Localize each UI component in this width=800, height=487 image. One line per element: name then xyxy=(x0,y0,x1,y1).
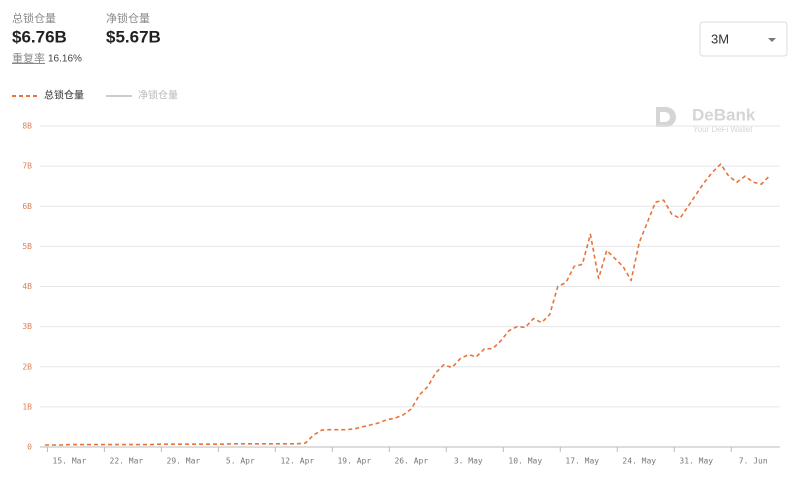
x-tick-label: 26. Apr xyxy=(394,457,428,466)
y-tick-label: 4B xyxy=(22,282,32,291)
x-tick-label: 31. May xyxy=(679,457,713,466)
watermark-logo xyxy=(656,107,676,127)
x-tick-label: 3. May xyxy=(454,457,483,466)
dropdown-box[interactable] xyxy=(699,21,788,57)
x-tick-label: 7. Jun xyxy=(739,457,768,466)
y-tick-label: 3B xyxy=(22,322,32,331)
dropdown-value[interactable]: 3M xyxy=(711,31,729,46)
stat-value: $6.76B xyxy=(12,27,67,46)
stat-value: $5.67B xyxy=(106,27,161,46)
series-line xyxy=(45,163,771,446)
ratio-value: 16.16% xyxy=(48,54,82,65)
x-tick-label: 24. May xyxy=(622,457,656,466)
legend-label[interactable]: 净锁仓量 xyxy=(138,89,178,102)
x-tick-label: 12. Apr xyxy=(280,457,314,466)
watermark-subtitle: Your DeFi Wallet xyxy=(693,125,753,134)
x-tick-label: 15. Mar xyxy=(53,457,87,466)
legend-item[interactable]: 总锁仓量 xyxy=(12,89,84,102)
dropdown[interactable]: 3M xyxy=(699,21,788,57)
stat-label: 总锁仓量 xyxy=(12,11,56,25)
ratio-label: 重复率 xyxy=(12,51,45,65)
x-tick-label: 22. Mar xyxy=(110,457,144,466)
y-tick-label: 6B xyxy=(22,202,32,211)
legend-item[interactable]: 净锁仓量 xyxy=(106,89,178,102)
legend[interactable]: 总锁仓量 净锁仓量 xyxy=(12,89,178,102)
stat-label: 净锁仓量 xyxy=(106,11,150,25)
y-tick-label: 5B xyxy=(22,242,32,251)
y-tick-label: 0 xyxy=(27,443,32,452)
y-tick-label: 2B xyxy=(22,362,32,371)
y-tick-label: 1B xyxy=(22,402,32,411)
y-tick-label: 8B xyxy=(22,122,32,131)
x-tick-label: 19. Apr xyxy=(337,457,371,466)
watermark-title: DeBank xyxy=(692,105,756,124)
x-tick-label: 17. May xyxy=(565,457,599,466)
x-tick-label: 29. Mar xyxy=(167,457,201,466)
watermark: DeBank Your DeFi Wallet xyxy=(656,105,756,134)
dropdown-arrow[interactable] xyxy=(768,38,776,42)
x-tick-label: 5. Apr xyxy=(226,457,255,466)
x-tick-label: 10. May xyxy=(508,457,542,466)
legend-label[interactable]: 总锁仓量 xyxy=(44,89,84,102)
y-tick-label: 7B xyxy=(22,162,32,171)
